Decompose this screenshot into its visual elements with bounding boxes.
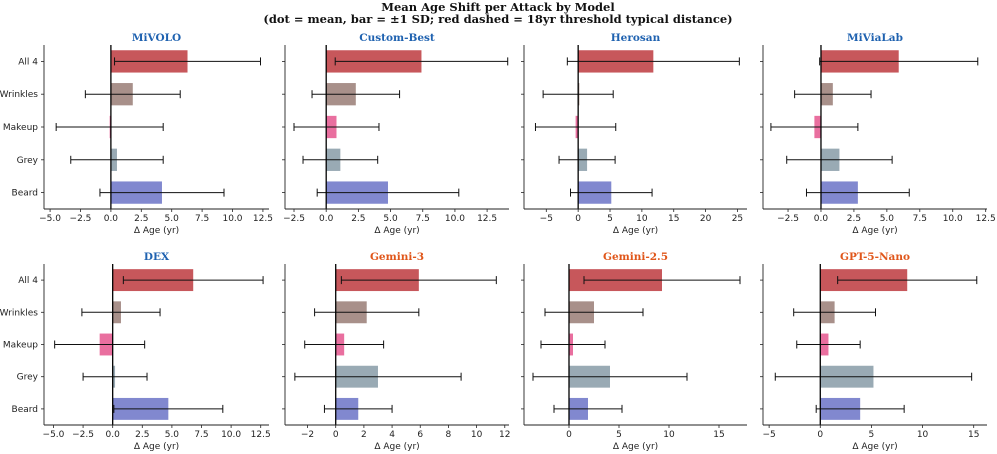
x-tick-label: 8 [446,430,452,440]
panel-title: MiVOLO [132,32,181,44]
category-label: Makeup [3,341,38,351]
chart-panel-custom-best: Custom-Best −2.5 0.0 2.5 5.0 7.5 10.0 12.5 Δ Age… [282,32,509,236]
x-tick-label: 10.0 [943,214,963,224]
x-tick-label: −5.0 [43,430,65,440]
x-tick-label: 5.0 [383,214,398,224]
x-axis-label: Δ Age (yr) [852,226,897,236]
x-tick-label: 2.5 [847,214,861,224]
x-axis-label: Δ Age (yr) [374,226,419,236]
x-axis-label: Δ Age (yr) [613,442,658,452]
chart-panel-gemini-3: Gemini-3 −2 0 2 4 6 8 10 12 Δ Age (yr) [282,251,511,452]
x-tick-label: 5.0 [165,430,180,440]
x-tick-label: −2.5 [283,214,305,224]
x-tick-label: 10.0 [445,214,465,224]
panels-group: MiVOLO All 4 Wrinkles Makeup Grey Beard −5.0 −2… [0,32,996,452]
x-axis-label: Δ Age (yr) [134,226,179,236]
panel-title: MiViaLab [847,32,903,44]
category-label: All 4 [18,276,38,286]
x-tick-label: 5 [607,214,613,224]
x-tick-label: 5 [616,430,622,440]
panel-title: Herosan [611,32,661,44]
x-tick-label: 20 [700,214,712,224]
x-tick-label: −2 [301,430,314,440]
panel-title: GPT-5-Nano [840,251,910,263]
chart-panel-gemini-2.5: Gemini-2.5 0 5 10 15 Δ Age (yr) [521,251,747,452]
x-tick-label: 15 [668,214,679,224]
x-axis-label: Δ Age (yr) [613,226,658,236]
x-tick-label: 12 [499,430,510,440]
x-tick-label: 2 [361,430,367,440]
x-tick-label: 7.5 [416,214,430,224]
x-tick-label: 15 [713,430,724,440]
x-tick-label: 7.5 [913,214,927,224]
x-tick-label: −2.5 [70,214,92,224]
category-label: Beard [12,405,38,415]
x-tick-label: 0.0 [319,214,334,224]
x-tick-label: 10 [636,214,648,224]
x-tick-label: 0 [575,214,581,224]
category-label: Beard [12,189,38,199]
x-tick-label: 0.0 [104,214,119,224]
x-tick-label: 10 [663,430,675,440]
panel-title: Gemini-2.5 [603,251,668,263]
chart-panel-mivialab: MiViaLab −2.5 0.0 2.5 5.0 7.5 10.0 12.5 Δ Age (y… [760,32,996,236]
x-tick-label: 5.0 [880,214,895,224]
figure-title-line1: Mean Age Shift per Attack by Model [381,0,615,14]
category-label: All 4 [18,57,38,67]
category-label: Grey [17,156,39,166]
x-tick-label: 6 [417,430,423,440]
panel-title: Gemini-3 [370,251,424,263]
x-tick-label: 12.5 [253,214,273,224]
x-tick-label: 2.5 [351,214,365,224]
x-tick-label: 12.5 [976,214,996,224]
x-tick-label: −5 [762,430,775,440]
x-tick-label: 5.0 [165,214,180,224]
x-tick-label: 25 [732,214,743,224]
x-tick-label: 10 [471,430,483,440]
x-tick-label: −5 [540,214,553,224]
panel-title: Custom-Best [359,32,435,44]
x-tick-label: 7.5 [194,430,208,440]
chart-panel-dex: DEX All 4 Wrinkles Makeup Grey Beard −5.0 −2.5 0… [0,251,271,452]
panel-title: DEX [144,251,170,263]
x-tick-label: 15 [968,430,979,440]
x-tick-label: 4 [389,430,395,440]
x-tick-label: 12.5 [477,214,497,224]
x-tick-label: 2.5 [134,214,148,224]
x-tick-label: 5 [869,430,875,440]
category-label: Wrinkles [0,90,38,100]
x-tick-label: 2.5 [135,430,149,440]
x-tick-label: 0.0 [106,430,121,440]
x-tick-label: 10 [917,430,929,440]
figure-title-line2: (dot = mean, bar = ±1 SD; red dashed = 1… [263,12,732,26]
chart-panel-mivolo: MiVOLO All 4 Wrinkles Makeup Grey Beard −5.0 −2… [0,32,273,236]
x-tick-label: 7.5 [195,214,209,224]
x-tick-label: 0 [566,430,572,440]
chart-panel-herosan: Herosan −5 0 5 10 15 20 25 Δ Age (yr) [521,32,747,236]
category-label: Makeup [3,123,38,133]
x-tick-label: −2.5 [72,430,94,440]
chart-panel-gpt-5-nano: GPT-5-Nano −5 0 5 10 15 Δ Age (yr) [760,251,987,452]
category-label: Wrinkles [0,308,38,318]
x-tick-label: 0 [817,430,823,440]
x-tick-label: 0.0 [814,214,829,224]
x-axis-label: Δ Age (yr) [134,442,179,452]
x-tick-label: −2.5 [777,214,799,224]
x-tick-label: 12.5 [251,430,271,440]
x-axis-label: Δ Age (yr) [374,442,419,452]
category-label: Grey [17,373,39,383]
x-tick-label: 0 [333,430,339,440]
x-tick-label: 10.0 [221,430,241,440]
x-tick-label: 10.0 [222,214,242,224]
x-axis-label: Δ Age (yr) [852,442,897,452]
x-tick-label: −5.0 [39,214,61,224]
